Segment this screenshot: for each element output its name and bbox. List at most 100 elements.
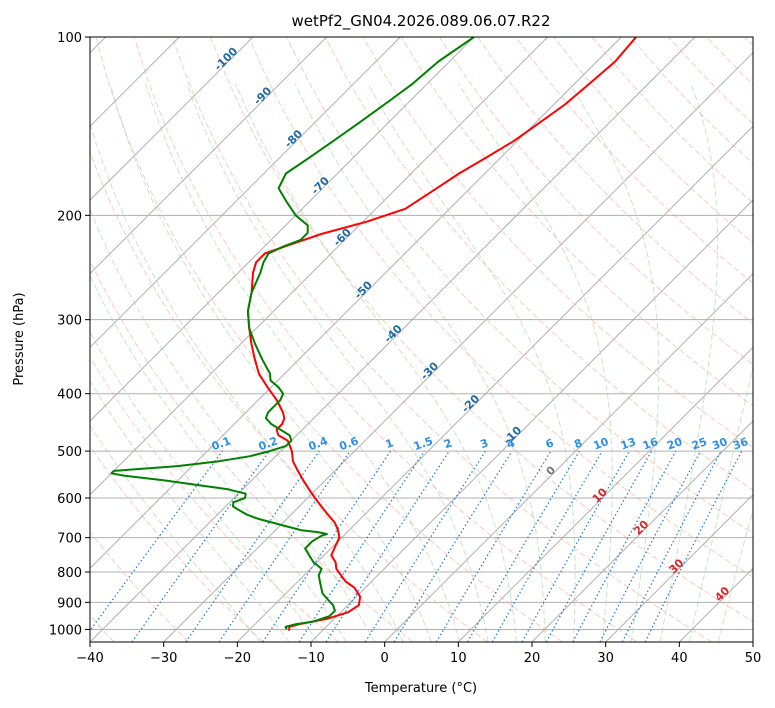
- y-axis: 100 200 300 400 500 600 700 800 900 1000: [49, 31, 90, 638]
- mixing-ratio-label: 0.1: [210, 434, 233, 453]
- isotherm-line: [90, 37, 622, 570]
- mixing-ratio-label: 25: [690, 435, 709, 452]
- dry-adiabat-line: [286, 37, 753, 534]
- mixing-ratio-label: 6: [544, 436, 556, 451]
- dry-adiabat-line: [400, 37, 753, 407]
- y-tick-label: 300: [57, 314, 82, 329]
- mixing-ratio-line: [90, 450, 223, 632]
- x-tick-label: −30: [150, 651, 177, 666]
- moist-adiabat-line: [659, 83, 719, 642]
- x-tick-label: 20: [524, 651, 541, 666]
- isotherm-line: [605, 493, 753, 642]
- dry-adiabat-line: [90, 445, 264, 642]
- x-axis-label: Temperature (°C): [364, 681, 477, 696]
- dry-adiabat-line: [171, 37, 712, 642]
- moist-adiabat-line: [109, 83, 432, 642]
- moist-adiabat-line: [294, 83, 546, 642]
- mixing-ratio-label: 20: [665, 435, 684, 453]
- dry-adiabat-line: [90, 259, 414, 642]
- moist-adiabat-line: [688, 363, 753, 642]
- mixing-ratio-line: [393, 450, 513, 642]
- mixing-ratio-label: 2: [442, 436, 454, 451]
- isotherm-line: [457, 346, 753, 642]
- mixing-ratio-line: [131, 450, 270, 642]
- mixing-ratio-label: 1: [384, 436, 396, 451]
- dry-adiabat-line: [210, 37, 753, 623]
- profile-lines: [110, 37, 637, 631]
- moist-adiabat-line: [235, 83, 517, 642]
- dry-adiabat-line: [95, 37, 563, 642]
- mixing-ratio-label: 13: [619, 435, 638, 452]
- mixing-ratio-line: [644, 450, 743, 642]
- isotherm-line: [90, 37, 328, 275]
- isotherm-line: [90, 37, 696, 642]
- x-tick-label: 10: [450, 651, 467, 666]
- dry-adiabat-line: [133, 37, 638, 642]
- y-tick-label: 700: [57, 532, 82, 547]
- moist-adiabat-line: [90, 330, 319, 642]
- mixing-ratio-label: 3: [478, 436, 490, 451]
- mixing-ratio-line: [325, 450, 450, 642]
- y-tick-label: 900: [57, 596, 82, 611]
- moist-adiabat-line: [458, 83, 613, 642]
- mixing-ratio-label: 8: [572, 436, 584, 451]
- mixing-ratio-line: [298, 450, 425, 642]
- moist-adiabat-line: [186, 83, 489, 642]
- x-tick-label: −20: [224, 651, 251, 666]
- mixing-ratio-label: 0.4: [307, 434, 330, 453]
- dry-adiabat-line: [248, 37, 753, 578]
- mixing-ratio-line: [262, 450, 392, 642]
- y-tick-label: 800: [57, 566, 82, 581]
- y-tick-label: 600: [57, 492, 82, 507]
- isotherm-line: [163, 51, 753, 642]
- x-axis: −40 −30 −20 −10 0 10 20 30 40 50: [76, 642, 761, 666]
- moist-adiabat-line: [90, 121, 404, 642]
- mixing-ratio-line: [545, 450, 653, 642]
- moist-adiabat-line: [90, 424, 261, 642]
- dry-adiabat-line: [90, 531, 190, 642]
- mixing-ratio-label: 30: [710, 435, 729, 453]
- moist-adiabat-line: [569, 83, 660, 642]
- isotherm-line: [90, 37, 401, 349]
- y-tick-label: 400: [57, 388, 82, 403]
- mixing-ratio-label: 4: [505, 436, 517, 451]
- moist-adiabat-line: [90, 274, 347, 642]
- x-tick-label: 0: [381, 651, 389, 666]
- dewpoint-profile-line: [110, 37, 475, 630]
- y-axis-label: Pressure (hPa): [12, 292, 27, 385]
- mixing-ratio-label: 16: [641, 435, 660, 453]
- x-tick-label: 30: [597, 651, 614, 666]
- mixing-ratio-label: 10: [592, 435, 611, 453]
- moist-adiabat-line: [145, 83, 461, 642]
- mixing-ratio-line: [218, 450, 351, 642]
- mixing-ratio-label: 36: [731, 435, 750, 453]
- moist-adiabat-line: [90, 380, 290, 642]
- y-tick-label: 100: [57, 31, 82, 46]
- mixing-ratio-label: 1.5: [412, 434, 435, 453]
- mixing-ratio-line: [572, 450, 677, 642]
- temperature-profile-line: [246, 37, 637, 631]
- isotherm-line: [384, 272, 753, 642]
- background-lines: [90, 37, 753, 642]
- dry-adiabat-line: [90, 356, 339, 642]
- x-tick-label: 50: [745, 651, 762, 666]
- mixing-ratio-line: [185, 450, 320, 642]
- y-tick-label: 200: [57, 209, 82, 224]
- isotherm-line: [90, 37, 475, 422]
- x-tick-label: 40: [671, 651, 688, 666]
- y-tick-label: 500: [57, 445, 82, 460]
- mixing-ratio-label: 0.2: [257, 434, 280, 453]
- mixing-ratio-label: 0.6: [338, 434, 361, 453]
- mixing-ratio-line: [521, 450, 631, 642]
- isotherm-line: [531, 420, 753, 642]
- isotherm-line: [90, 37, 254, 201]
- moist-adiabat-line: [367, 83, 576, 642]
- dry-adiabat-line: [515, 37, 753, 284]
- chart-title: wetPf2_GN04.2026.089.06.07.R22: [291, 12, 550, 31]
- y-tick-label: 1000: [49, 623, 82, 638]
- dry-adiabat-line: [438, 37, 753, 366]
- isotherm-line: [90, 37, 549, 496]
- moist-adiabat-line: [90, 207, 376, 642]
- x-tick-label: −10: [297, 651, 324, 666]
